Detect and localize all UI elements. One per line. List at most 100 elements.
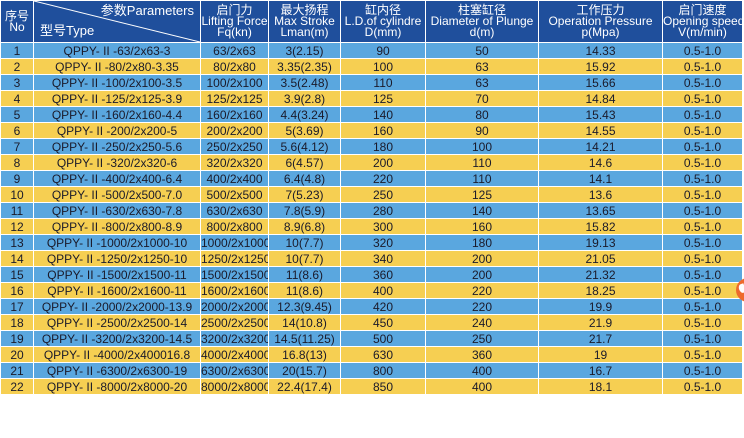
cell-lifting-force: 6300/2x6300 <box>200 362 269 379</box>
cell-cylinder-diameter: 850 <box>340 378 426 395</box>
col-header-max-stroke-unit: Lman(m) <box>280 25 329 39</box>
cell-lifting-force: 4000/2x4000 <box>200 346 269 363</box>
cell-pressure: 19 <box>538 346 663 363</box>
col-header-speed-unit: V(m/min) <box>678 25 727 39</box>
cell-plunge-diameter: 220 <box>425 282 539 299</box>
cell-lifting-force: 125/2x125 <box>200 90 269 107</box>
col-header-plunge-cn: 柱塞缸径 <box>457 3 506 17</box>
col-header-plunge-en: Diameter of Plunge <box>430 14 534 28</box>
col-header-params: 参数Parameters <box>100 3 194 18</box>
col-header-no-en: No <box>9 19 25 34</box>
cell-cylinder-diameter: 250 <box>340 186 426 203</box>
table-row: 20 QPPY- II -4000/2x400016.8 4000/2x4000 16… <box>0 346 743 363</box>
col-header-plunge-unit: d(m) <box>469 25 495 39</box>
cell-no: 14 <box>0 250 34 267</box>
cell-lifting-force: 320/2x320 <box>200 154 269 171</box>
col-header-no-cn: 序号 <box>4 8 29 23</box>
cell-plunge-diameter: 80 <box>425 106 539 123</box>
cell-max-stroke: 7.8(5.9) <box>268 202 341 219</box>
col-header-model: 参数Parameters 型号Type <box>33 0 201 43</box>
cell-lifting-force: 80/2x80 <box>200 58 269 75</box>
table-row: 5 QPPY- II -160/2x160-4.4 160/2x160 4.4(3.2… <box>0 106 743 123</box>
table-row: 1 QPPY- II -63/2x63-3 63/2x63 3(2.15) 90 50 14… <box>0 42 743 59</box>
cell-cylinder-diameter: 300 <box>340 218 426 235</box>
cell-model: QPPY- II -3200/2x3200-14.5 <box>33 330 201 347</box>
cell-plunge-diameter: 63 <box>425 58 539 75</box>
cell-max-stroke: 6.4(4.8) <box>268 170 341 187</box>
table-row: 8 QPPY- II -320/2x320-6 320/2x320 6(4.57) 20… <box>0 154 743 171</box>
cell-model: QPPY- II -1500/2x1500-11 <box>33 266 201 283</box>
cell-pressure: 16.7 <box>538 362 663 379</box>
col-header-max-stroke-en: Max Stroke <box>274 14 335 28</box>
cell-plunge-diameter: 63 <box>425 74 539 91</box>
cell-no: 17 <box>0 298 34 315</box>
cell-model: QPPY- II -1600/2x1600-11 <box>33 282 201 299</box>
cell-no: 13 <box>0 234 34 251</box>
cell-no: 20 <box>0 346 34 363</box>
col-header-pressure-unit: p(Mpa) <box>581 25 620 39</box>
col-header-pressure-en: Operation Pressure <box>548 14 653 28</box>
cell-max-stroke: 16.8(13) <box>268 346 341 363</box>
cell-max-stroke: 22.4(17.4) <box>268 378 341 395</box>
table-row: 19 QPPY- II -3200/2x3200-14.5 3200/2x3200 1… <box>0 330 743 347</box>
cell-no: 4 <box>0 90 34 107</box>
cell-plunge-diameter: 220 <box>425 298 539 315</box>
cell-plunge-diameter: 50 <box>425 42 539 59</box>
cell-no: 8 <box>0 154 34 171</box>
cell-model: QPPY- II -200/2x200-5 <box>33 122 201 139</box>
cell-speed: 0.5-1.0 <box>662 330 743 347</box>
cell-no: 7 <box>0 138 34 155</box>
col-header-plunge-diameter: 柱塞缸径 Diameter of Plunge d(m) <box>425 0 539 43</box>
cell-max-stroke: 3(2.15) <box>268 42 341 59</box>
cell-no: 9 <box>0 170 34 187</box>
table-row: 6 QPPY- II -200/2x200-5 200/2x200 5(3.69) 16… <box>0 122 743 139</box>
cell-plunge-diameter: 90 <box>425 122 539 139</box>
cell-pressure: 14.33 <box>538 42 663 59</box>
col-header-no: 序号 No <box>0 0 34 43</box>
cell-cylinder-diameter: 220 <box>340 170 426 187</box>
cell-pressure: 15.43 <box>538 106 663 123</box>
cell-max-stroke: 20(15.7) <box>268 362 341 379</box>
cell-lifting-force: 250/2x250 <box>200 138 269 155</box>
cell-cylinder-diameter: 90 <box>340 42 426 59</box>
cell-no: 5 <box>0 106 34 123</box>
cell-lifting-force: 800/2x800 <box>200 218 269 235</box>
cell-cylinder-diameter: 160 <box>340 122 426 139</box>
cell-model: QPPY- II -320/2x320-6 <box>33 154 201 171</box>
table-row: 22 QPPY- II -8000/2x8000-20 8000/2x8000 22.… <box>0 378 743 395</box>
cell-max-stroke: 4.4(3.24) <box>268 106 341 123</box>
cell-plunge-diameter: 200 <box>425 250 539 267</box>
cell-pressure: 14.84 <box>538 90 663 107</box>
cell-lifting-force: 8000/2x8000 <box>200 378 269 395</box>
cell-no: 22 <box>0 378 34 395</box>
cell-model: QPPY- II -4000/2x400016.8 <box>33 346 201 363</box>
cell-cylinder-diameter: 340 <box>340 250 426 267</box>
table-row: 12 QPPY- II -800/2x800-8.9 800/2x800 8.9(6.… <box>0 218 743 235</box>
cell-no: 19 <box>0 330 34 347</box>
cell-plunge-diameter: 200 <box>425 266 539 283</box>
col-header-speed-en: Opening speed <box>663 14 743 28</box>
cell-lifting-force: 2500/2x2500 <box>200 314 269 331</box>
cell-lifting-force: 200/2x200 <box>200 122 269 139</box>
cell-plunge-diameter: 160 <box>425 218 539 235</box>
cell-speed: 0.5-1.0 <box>662 314 743 331</box>
table-row: 2 QPPY- II -80/2x80-3.35 80/2x80 3.35(2.35)… <box>0 58 743 75</box>
col-header-pressure: 工作压力 Operation Pressure p(Mpa) <box>538 0 663 43</box>
cell-speed: 0.5-1.0 <box>662 186 743 203</box>
cell-speed: 0.5-1.0 <box>662 202 743 219</box>
cell-model: QPPY- II -1250/2x1250-10 <box>33 250 201 267</box>
cell-pressure: 14.6 <box>538 154 663 171</box>
side-tab-icon[interactable] <box>736 278 744 302</box>
cell-lifting-force: 2000/2x2000 <box>200 298 269 315</box>
cell-pressure: 15.92 <box>538 58 663 75</box>
cell-pressure: 19.13 <box>538 234 663 251</box>
cell-speed: 0.5-1.0 <box>662 138 743 155</box>
col-header-pressure-cn: 工作压力 <box>576 3 625 17</box>
table-row: 15 QPPY- II -1500/2x1500-11 1500/2x1500 11(… <box>0 266 743 283</box>
cell-pressure: 15.66 <box>538 74 663 91</box>
cell-plunge-diameter: 125 <box>425 186 539 203</box>
cell-pressure: 18.1 <box>538 378 663 395</box>
cell-plunge-diameter: 110 <box>425 170 539 187</box>
cell-speed: 0.5-1.0 <box>662 58 743 75</box>
col-header-lifting-force-unit: Fq(kn) <box>217 25 252 39</box>
